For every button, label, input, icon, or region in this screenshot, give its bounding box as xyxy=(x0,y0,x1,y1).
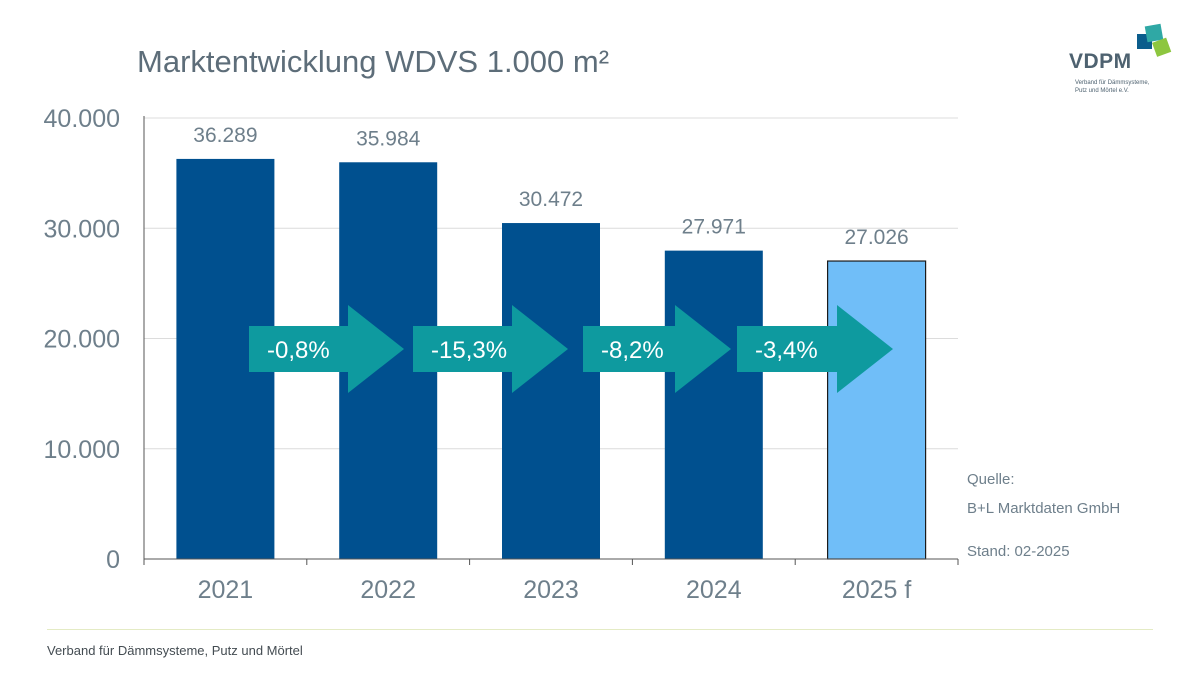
bar-2024 xyxy=(664,250,763,559)
bar-2023 xyxy=(502,223,600,559)
y-tick-label: 20.000 xyxy=(44,326,120,354)
y-tick-label: 10.000 xyxy=(44,436,120,464)
logo-wordmark: VDPM xyxy=(1069,50,1132,73)
bar-2025-f xyxy=(826,260,927,560)
change-arrow xyxy=(413,305,568,393)
source-name: B+L Marktdaten GmbH xyxy=(967,500,1121,517)
logo-squares-icon xyxy=(1137,23,1172,57)
footer-text: Verband für Dämmsysteme, Putz und Mörtel xyxy=(47,643,303,658)
x-tick-label: 2022 xyxy=(360,576,416,604)
logo-subtitle-line-2: Putz und Mörtel e.V. xyxy=(1075,88,1129,94)
change-arrow xyxy=(737,305,893,393)
data-label: 30.472 xyxy=(519,188,583,211)
y-tick-label: 30.000 xyxy=(44,215,120,243)
data-label: 35.984 xyxy=(356,127,421,150)
bar-chart: 0 10.000 20.000 30.000 40.000 36.289 35.984 30.… xyxy=(44,105,959,604)
source-label: Quelle: xyxy=(967,471,1015,488)
logo-subtitle: Verband für Dämmsysteme, Putz und Mörtel… xyxy=(1075,79,1149,95)
change-label: -3,4% xyxy=(755,337,818,364)
change-arrow xyxy=(249,305,404,393)
y-tick-label: 0 xyxy=(106,546,120,574)
x-tick-label: 2025 f xyxy=(842,576,912,604)
x-tick-label: 2021 xyxy=(198,576,254,604)
x-tick-label: 2023 xyxy=(523,576,579,604)
x-tick-label: 2024 xyxy=(686,576,742,604)
footer-divider xyxy=(47,629,1153,630)
data-label: 36.289 xyxy=(193,124,257,147)
change-label: -0,8% xyxy=(267,337,330,364)
data-label: 27.971 xyxy=(682,216,746,239)
data-label: 27.026 xyxy=(844,226,908,249)
logo-subtitle-line-1: Verband für Dämmsysteme, xyxy=(1075,80,1150,86)
chart-title: Marktentwicklung WDVS 1.000 m² xyxy=(137,44,610,79)
source-stand: Stand: 02-2025 xyxy=(967,543,1070,560)
y-tick-label: 40.000 xyxy=(44,105,120,133)
vdpm-logo: VDPM Verband für Dämmsysteme, Putz und M… xyxy=(1062,20,1182,100)
change-label: -15,3% xyxy=(431,337,507,364)
change-label: -8,2% xyxy=(601,337,664,364)
change-arrow xyxy=(583,305,731,393)
